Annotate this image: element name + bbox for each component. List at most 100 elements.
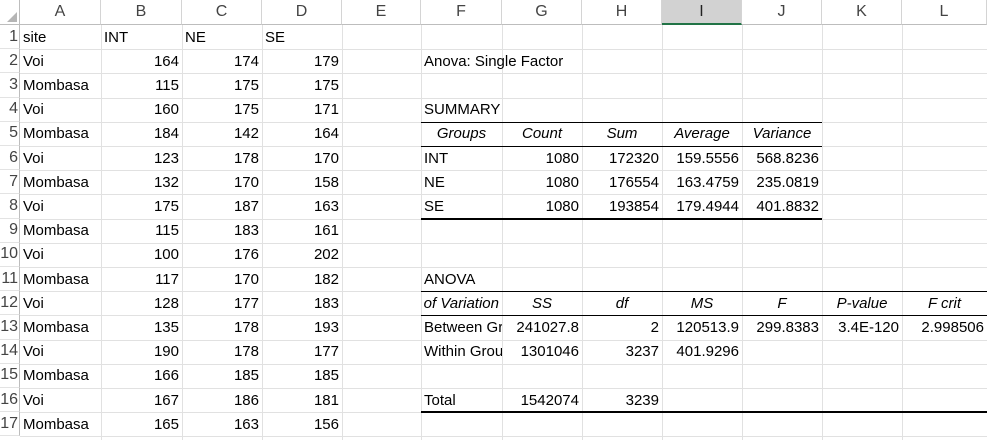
value-cell[interactable]: 175 [153, 197, 179, 215]
header-cell-site[interactable]: site [23, 28, 47, 46]
value-cell[interactable]: 166 [153, 367, 179, 385]
anova-value-cell[interactable]: 3237 [625, 343, 659, 361]
site-cell[interactable]: Voi [23, 343, 44, 361]
column-header-D[interactable]: D [262, 0, 342, 25]
value-cell[interactable]: 178 [233, 318, 259, 336]
site-cell[interactable]: Voi [23, 197, 44, 215]
value-cell[interactable]: 160 [153, 101, 179, 119]
value-cell[interactable]: 175 [313, 76, 339, 94]
anova-value-cell[interactable]: 299.8383 [756, 318, 819, 336]
summary-value-cell[interactable]: 401.8832 [756, 197, 819, 215]
row-header-9[interactable]: 9 [0, 218, 20, 243]
summary-value-cell[interactable]: 193854 [608, 197, 659, 215]
summary-value-cell[interactable]: 159.5556 [676, 149, 739, 167]
anova-header-cell[interactable]: F [777, 294, 787, 312]
column-header-F[interactable]: F [421, 0, 502, 25]
summary-group-cell[interactable]: SE [424, 197, 445, 215]
summary-value-cell[interactable]: 179.4944 [676, 197, 739, 215]
value-cell[interactable]: 185 [233, 367, 259, 385]
row-header-12[interactable]: 12 [0, 291, 20, 316]
value-cell[interactable]: 178 [233, 343, 259, 361]
site-cell[interactable]: Voi [23, 149, 44, 167]
site-cell[interactable]: Voi [23, 294, 44, 312]
summary-value-cell[interactable]: 1080 [545, 149, 579, 167]
column-header-H[interactable]: H [582, 0, 662, 25]
site-cell[interactable]: Mombasa [23, 270, 89, 288]
value-cell[interactable]: 181 [313, 391, 339, 409]
summary-value-cell[interactable]: 163.4759 [676, 173, 739, 191]
anova-total-value[interactable]: 3239 [625, 391, 659, 409]
value-cell[interactable]: 100 [153, 246, 179, 264]
column-header-B[interactable]: B [101, 0, 182, 25]
value-cell[interactable]: 178 [233, 149, 259, 167]
anova-label[interactable]: ANOVA [424, 270, 476, 288]
value-cell[interactable]: 170 [313, 149, 339, 167]
row-header-13[interactable]: 13 [0, 315, 20, 340]
value-cell[interactable]: 115 [155, 76, 179, 94]
header-cell-ne[interactable]: NE [185, 28, 206, 46]
site-cell[interactable]: Voi [23, 52, 44, 70]
column-header-C[interactable]: C [182, 0, 262, 25]
value-cell[interactable]: 167 [153, 391, 179, 409]
summary-header-cell[interactable]: Variance [752, 125, 812, 143]
anova-value-cell[interactable]: 2 [650, 318, 659, 336]
site-cell[interactable]: Mombasa [23, 173, 89, 191]
anova-header-cell[interactable]: F crit [927, 294, 962, 312]
column-header-E[interactable]: E [342, 0, 421, 25]
header-cell-int[interactable]: INT [104, 28, 129, 46]
summary-value-cell[interactable]: 235.0819 [756, 173, 819, 191]
value-cell[interactable]: 165 [153, 415, 179, 433]
value-cell[interactable]: 163 [313, 197, 339, 215]
summary-value-cell[interactable]: 568.8236 [756, 149, 819, 167]
row-header-14[interactable]: 14 [0, 339, 20, 364]
value-cell[interactable]: 177 [313, 343, 339, 361]
select-all-corner[interactable] [0, 0, 20, 25]
anova-value-cell[interactable]: 2.998506 [921, 318, 984, 336]
value-cell[interactable]: 128 [153, 294, 179, 312]
site-cell[interactable]: Mombasa [23, 318, 89, 336]
value-cell[interactable]: 117 [155, 270, 179, 288]
anova-header-cell-source[interactable]: Source of Variation [421, 294, 499, 312]
value-cell[interactable]: 184 [153, 125, 179, 143]
value-cell[interactable]: 171 [313, 101, 339, 119]
row-header-4[interactable]: 4 [0, 97, 20, 122]
anova-value-cell[interactable]: 1301046 [520, 343, 579, 361]
summary-group-cell[interactable]: NE [424, 173, 445, 191]
row-header-11[interactable]: 11 [0, 267, 20, 292]
value-cell[interactable]: 175 [233, 76, 259, 94]
site-cell[interactable]: Mombasa [23, 76, 89, 94]
site-cell[interactable]: Voi [23, 101, 44, 119]
value-cell[interactable]: 193 [313, 318, 339, 336]
summary-header-cell[interactable]: Sum [606, 125, 638, 143]
value-cell[interactable]: 185 [313, 367, 339, 385]
site-cell[interactable]: Mombasa [23, 415, 89, 433]
value-cell[interactable]: 179 [313, 52, 339, 70]
summary-value-cell[interactable]: 1080 [545, 197, 579, 215]
anova-value-cell[interactable]: 3.4E-120 [838, 318, 899, 336]
anova-total-label[interactable]: Total [424, 391, 456, 409]
value-cell[interactable]: 132 [153, 173, 179, 191]
value-cell[interactable]: 175 [233, 101, 259, 119]
site-cell[interactable]: Mombasa [23, 222, 89, 240]
value-cell[interactable]: 158 [313, 173, 339, 191]
summary-group-cell[interactable]: INT [424, 149, 449, 167]
row-header-3[interactable]: 3 [0, 73, 20, 98]
row-header-10[interactable]: 10 [0, 242, 20, 267]
anova-value-cell[interactable]: 241027.8 [516, 318, 579, 336]
value-cell[interactable]: 164 [313, 125, 339, 143]
anova-source-cell[interactable]: Between Groups [424, 318, 502, 336]
anova-header-cell[interactable]: P-value [836, 294, 888, 312]
site-cell[interactable]: Mombasa [23, 367, 89, 385]
column-header-K[interactable]: K [822, 0, 902, 25]
row-header-1[interactable]: 1 [0, 25, 20, 50]
row-header-7[interactable]: 7 [0, 170, 20, 195]
row-header-6[interactable]: 6 [0, 146, 20, 171]
value-cell[interactable]: 202 [313, 246, 339, 264]
value-cell[interactable]: 170 [233, 173, 259, 191]
row-header-2[interactable]: 2 [0, 49, 20, 74]
value-cell[interactable]: 186 [233, 391, 259, 409]
value-cell[interactable]: 170 [233, 270, 259, 288]
value-cell[interactable]: 142 [233, 125, 259, 143]
value-cell[interactable]: 164 [153, 52, 179, 70]
site-cell[interactable]: Voi [23, 391, 44, 409]
